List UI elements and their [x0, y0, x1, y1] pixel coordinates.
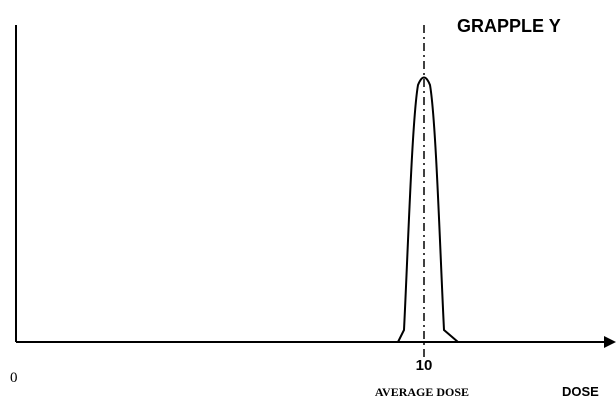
x-axis-arrow: [604, 336, 616, 348]
axis-label: DOSE: [562, 384, 599, 399]
dose-curve: [397, 76, 459, 343]
mark-caption: AVERAGE DOSE: [375, 385, 469, 399]
mark-label: 10: [416, 357, 433, 374]
origin-label: 0: [10, 370, 18, 386]
title: GRAPPLE Y: [457, 16, 561, 36]
